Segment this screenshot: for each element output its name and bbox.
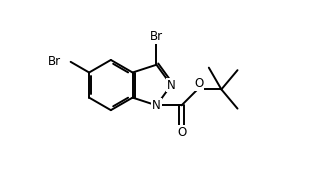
Text: N: N [167,79,176,92]
Text: O: O [177,126,186,139]
Text: N: N [152,99,161,112]
Text: O: O [194,77,203,90]
Text: Br: Br [150,30,163,43]
Text: Br: Br [48,55,61,68]
